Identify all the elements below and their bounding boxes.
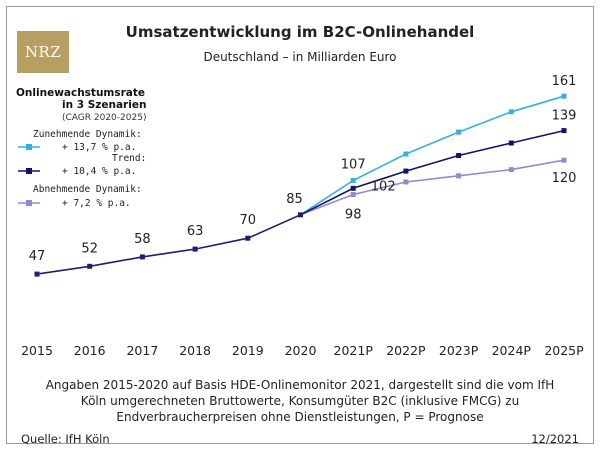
data-point-historisch-2018 [192, 246, 198, 252]
x-tick-2016: 2016 [74, 343, 106, 358]
data-label-trend-2021P: 102 [371, 179, 396, 194]
x-tick-2018: 2018 [179, 343, 211, 358]
x-tick-2019: 2019 [232, 343, 264, 358]
data-point-trend-2025P [561, 128, 567, 134]
series-line-trend [300, 129, 565, 216]
data-point-trend-2023P [456, 153, 462, 158]
x-tick-2021P: 2021P [334, 343, 374, 358]
chart-title: Umsatzentwicklung im B2C-Onlinehandel [125, 23, 475, 41]
x-tick-2024P: 2024P [492, 343, 532, 358]
data-point-zunehmende-dynamik-2022P [403, 151, 409, 157]
x-tick-2020: 2020 [285, 343, 317, 358]
data-point-zunehmende-dynamik-2023P [456, 129, 462, 135]
nrz-logo: NRZ [17, 31, 69, 73]
data-label-historisch-2018: 63 [187, 224, 204, 239]
x-tick-2015: 2015 [21, 343, 53, 358]
data-point-zunehmende-dynamik-2024P [508, 109, 514, 115]
data-point-historisch-2015 [34, 271, 40, 277]
legend-title-line-2: in 3 Szenarien [62, 99, 146, 111]
source-label: Quelle: IfH Köln [21, 432, 110, 446]
data-label-abnehmende-dynamik-2021P: 98 [345, 208, 362, 223]
legend-entry-trend-name: Trend: [112, 153, 146, 164]
data-label-historisch-2015: 47 [29, 249, 46, 264]
data-label-historisch-2019: 70 [240, 213, 257, 228]
x-axis: 2015 2016 2017 2018 2019 2020 2021P 2022P 2023P 2… [21, 343, 584, 358]
data-label-historisch-2020: 85 [286, 192, 303, 207]
data-point-trend-2021P [350, 185, 356, 191]
data-point-zunehmende-dynamik-2025P [561, 93, 567, 99]
data-point-trend-2024P [508, 140, 514, 146]
x-tick-2022P: 2022P [386, 343, 426, 358]
chart-subtitle: Deutschland – in Milliarden Euro [203, 50, 397, 64]
legend-entry-zunehmende-name: Zunehmende Dynamik: [33, 129, 142, 140]
data-point-zunehmende-dynamik-2021P [350, 178, 356, 183]
data-point-abnehmende-dynamik-2023P [456, 173, 462, 179]
data-point-historisch-2016 [87, 263, 93, 269]
data-point-abnehmende-dynamik-2021P [350, 192, 356, 197]
data-label-historisch-2016: 52 [81, 241, 98, 256]
legend: Onlinewachstumsrate in 3 Szenarien (CAGR… [16, 87, 146, 209]
legend-entry-trend-rate: + 10,4 % p.a. [62, 166, 136, 177]
x-tick-2017: 2017 [126, 343, 158, 358]
data-label-abnehmende-dynamik-2025P: 120 [552, 171, 577, 186]
x-tick-2023P: 2023P [439, 343, 479, 358]
legend-swatch-marker-abnehmende [26, 200, 32, 206]
legend-subtitle: (CAGR 2020-2025) [62, 113, 146, 123]
date-label: 12/2021 [531, 432, 579, 446]
series-line-historisch [36, 214, 301, 275]
plot-area: 98 120 107 161 102 139 47 52 58 63 70 85 [29, 74, 577, 277]
data-point-abnehmende-dynamik-2022P [403, 179, 409, 185]
data-label-historisch-2017: 58 [134, 232, 151, 247]
data-label-zunehmende-dynamik-2025P: 161 [552, 74, 577, 89]
data-point-historisch-2019 [245, 235, 251, 241]
data-point-abnehmende-dynamik-2024P [508, 167, 514, 173]
series-line-abnehmende-dynamik [300, 159, 565, 216]
series-line-zunehmende-dynamik [300, 95, 565, 216]
data-point-abnehmende-dynamik-2025P [561, 157, 567, 163]
legend-swatch-marker-zunehmende [26, 144, 32, 150]
legend-entry-abnehmende-rate: + 7,2 % p.a. [62, 198, 131, 209]
data-label-trend-2025P: 139 [552, 109, 577, 124]
legend-swatch-marker-trend [26, 168, 32, 174]
legend-entry-abnehmende-name: Abnehmende Dynamik: [33, 184, 142, 195]
chart-footnote: Angaben 2015-2020 auf Basis HDE-Onlinemo… [45, 378, 555, 424]
chart-frame: NRZ Umsatzentwicklung im B2C-Onlinehande… [6, 6, 594, 446]
data-point-historisch-2017 [139, 254, 145, 260]
legend-entry-zunehmende-rate: + 13,7 % p.a. [62, 142, 136, 153]
data-point-historisch-2020 [298, 212, 303, 218]
data-label-zunehmende-dynamik-2021P: 107 [341, 158, 366, 173]
x-tick-2025P: 2025P [544, 343, 584, 358]
data-point-trend-2022P [403, 168, 409, 174]
legend-title-line-1: Onlinewachstumsrate [16, 87, 145, 99]
